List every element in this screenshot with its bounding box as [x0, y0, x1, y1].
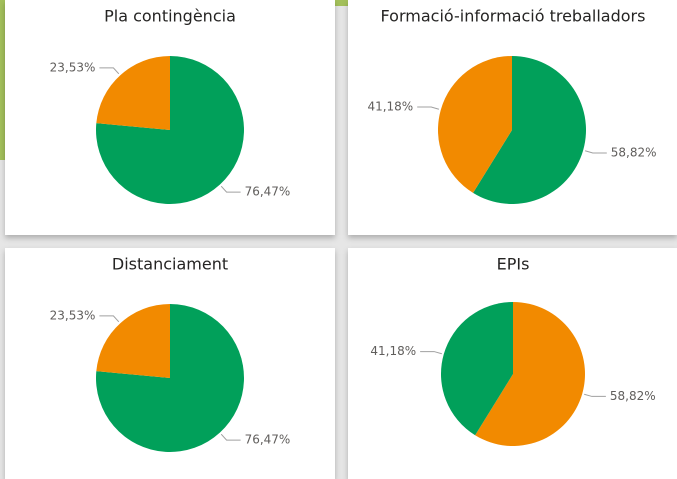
- pie-slice: [96, 304, 170, 378]
- chart-title: Distanciament: [112, 255, 228, 274]
- chart-title: Pla contingència: [104, 7, 236, 26]
- data-label: 76,47%: [245, 185, 291, 199]
- leader-line: [99, 315, 120, 323]
- pie-slice: [475, 302, 586, 447]
- pie-slice: [438, 56, 512, 193]
- leader-line: [584, 150, 607, 154]
- data-label: 58,82%: [611, 145, 657, 159]
- leader-line: [584, 393, 606, 397]
- leader-line: [220, 433, 241, 441]
- leader-line: [420, 351, 442, 355]
- chart-title: EPIs: [497, 255, 530, 274]
- leader-line: [220, 185, 241, 193]
- chart-title: Formació-informació treballadors: [381, 7, 646, 26]
- data-label: 76,47%: [245, 433, 291, 447]
- data-label: 23,53%: [50, 308, 96, 322]
- pie-slice: [441, 302, 513, 436]
- data-label: 58,82%: [610, 389, 656, 403]
- data-label: 41,18%: [367, 100, 413, 114]
- accent-bar: [0, 0, 9, 160]
- pie-slice: [96, 56, 170, 130]
- data-label: 23,53%: [50, 60, 96, 74]
- data-label: 41,18%: [370, 344, 416, 358]
- pie-slice: [473, 56, 587, 204]
- leader-line: [99, 67, 120, 75]
- leader-line: [417, 106, 440, 110]
